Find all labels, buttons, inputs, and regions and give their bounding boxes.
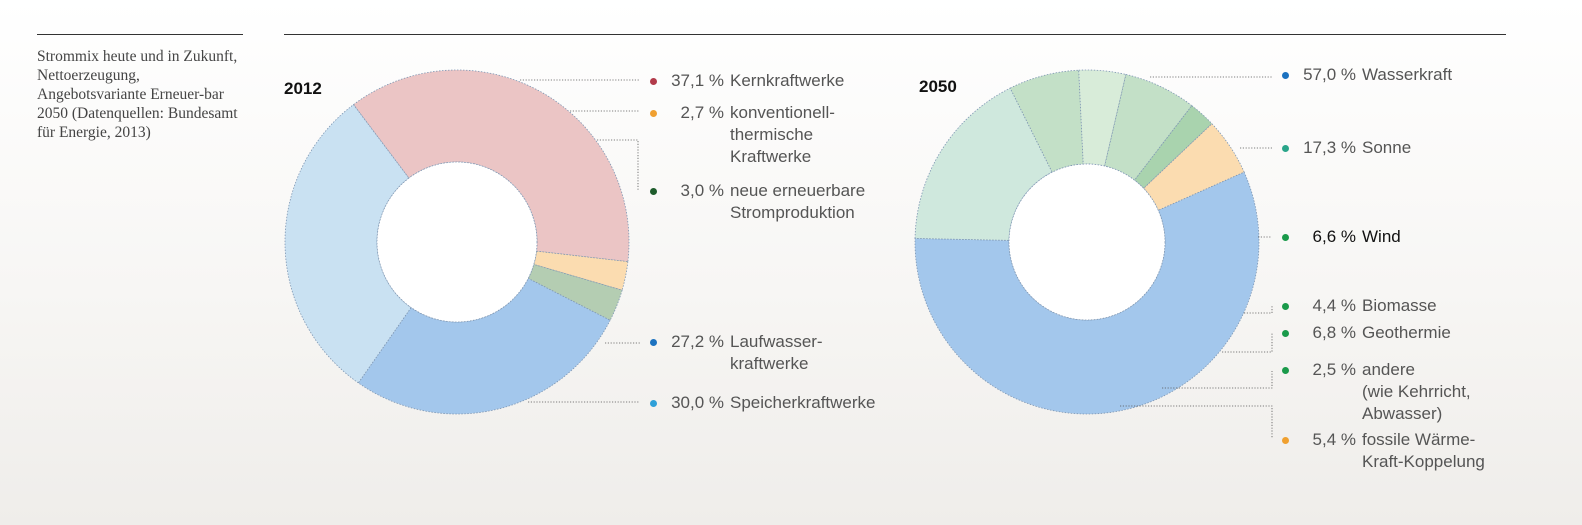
- slice-0-0: [352, 69, 630, 263]
- legend-dot: [650, 78, 657, 85]
- legend-label: konventionell- thermische Kraftwerke: [730, 103, 835, 166]
- legend-dot: [1282, 367, 1289, 374]
- legend-value: 57,0 %: [1303, 65, 1356, 84]
- legend-label: Speicherkraftwerke: [730, 393, 876, 412]
- legend-value: 27,2 %: [671, 332, 724, 351]
- legend-label: Wasserkraft: [1362, 65, 1453, 84]
- legend-value: 6,6 %: [1312, 227, 1356, 246]
- legend-label: Kernkraftwerke: [730, 71, 845, 90]
- caption-rule: [37, 34, 243, 35]
- legend-dot: [1282, 330, 1289, 337]
- legend-dot: [1282, 234, 1289, 241]
- legend-dot: [650, 339, 657, 346]
- leader-line-1-6: [1120, 405, 1273, 438]
- legend-value: 2,5 %: [1312, 360, 1356, 379]
- legend-value: 37,1 %: [671, 71, 724, 90]
- legend-dot: [650, 400, 657, 407]
- legend-dot: [1282, 437, 1289, 444]
- donut-hole-1: [1008, 163, 1166, 321]
- leader-line-1-5: [1162, 371, 1273, 389]
- slice-0-4: [284, 104, 412, 384]
- legend-label: Biomasse: [1362, 296, 1437, 315]
- chart-title-2012: 2012: [284, 79, 322, 98]
- legend-value: 17,3 %: [1303, 138, 1356, 157]
- figure-caption: Strommix heute und in Zukunft, Nettoerze…: [37, 48, 238, 141]
- legend-dot: [650, 110, 657, 117]
- legend-label: Geothermie: [1362, 323, 1451, 342]
- legend-label: neue erneuerbare Stromproduktion: [730, 181, 866, 222]
- legend-label: andere (wie Kehrricht, Abwasser): [1362, 360, 1471, 423]
- legend-value: 30,0 %: [671, 393, 724, 412]
- chart-title-2050: 2050: [919, 77, 957, 96]
- legend-label: fossile Wärme- Kraft-Koppelung: [1362, 430, 1485, 471]
- legend-value: 5,4 %: [1312, 430, 1356, 449]
- chart-rule: [284, 34, 1506, 35]
- legend-value: 4,4 %: [1312, 296, 1356, 315]
- legend-dot: [650, 188, 657, 195]
- slice-1-2: [1009, 69, 1084, 173]
- legend-value: 6,8 %: [1312, 323, 1356, 342]
- donut-2050: [914, 69, 1273, 438]
- legend-label: Sonne: [1362, 138, 1412, 157]
- legend-label: Laufwasser- kraftwerke: [730, 332, 823, 373]
- leader-line-1-3: [1244, 306, 1273, 314]
- donut-2012: [284, 69, 640, 415]
- legend-dot: [1282, 72, 1289, 79]
- legend-label: Wind: [1362, 227, 1401, 246]
- legend-dot: [1282, 145, 1289, 152]
- leader-line-1-4: [1222, 333, 1273, 353]
- legend-dot: [1282, 303, 1289, 310]
- donut-hole-0: [376, 161, 538, 323]
- legend-value: 3,0 %: [680, 181, 724, 200]
- legend-value: 2,7 %: [680, 103, 724, 122]
